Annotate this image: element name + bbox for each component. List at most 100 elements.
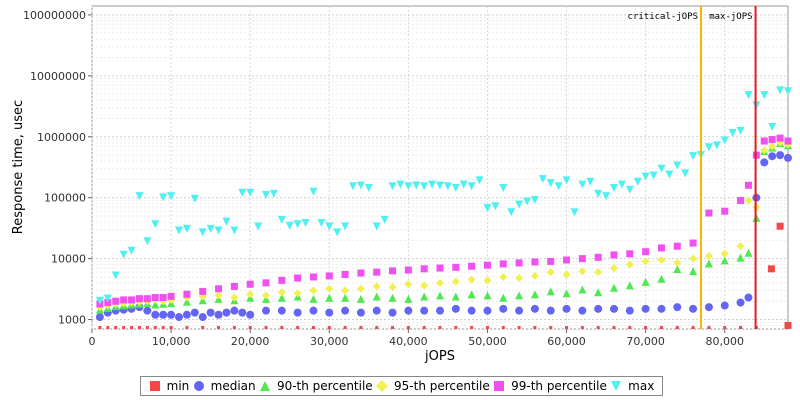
point-95-th-percentile	[246, 290, 255, 299]
series-max	[95, 86, 792, 305]
plot-area	[91, 5, 789, 330]
x-tick-label: 10,000	[152, 335, 191, 348]
point-min	[153, 326, 157, 330]
point-max	[420, 182, 429, 191]
series-99-th-percentile	[96, 134, 792, 308]
point-median	[594, 304, 603, 313]
point-max	[309, 187, 318, 196]
point-median	[159, 310, 168, 319]
point-median	[341, 306, 350, 315]
point-90-th-percentile	[720, 256, 729, 265]
point-95-th-percentile	[530, 271, 539, 280]
point-min	[723, 326, 727, 330]
point-max	[206, 224, 215, 233]
jops-markers: critical-jOPS max-jOPS	[628, 6, 757, 329]
point-99-th-percentile	[151, 294, 159, 302]
point-max	[95, 296, 104, 305]
point-median	[420, 306, 429, 315]
point-min	[485, 326, 489, 330]
point-max	[277, 215, 286, 224]
point-max	[103, 294, 112, 303]
point-median	[673, 303, 682, 312]
point-99-th-percentile	[120, 296, 128, 304]
point-median	[515, 306, 524, 315]
point-min	[517, 326, 521, 330]
point-max	[554, 182, 563, 191]
point-90-th-percentile	[736, 253, 745, 262]
point-max	[317, 218, 326, 227]
point-max	[293, 220, 302, 229]
point-99-th-percentile	[167, 292, 175, 300]
point-median	[262, 306, 270, 315]
point-max	[190, 194, 199, 203]
point-min	[375, 326, 379, 330]
point-median	[530, 304, 539, 313]
point-90-th-percentile	[625, 281, 634, 290]
point-median	[467, 306, 476, 315]
point-min	[612, 326, 616, 330]
point-min	[422, 326, 426, 330]
point-max	[712, 141, 721, 150]
point-median	[198, 313, 207, 322]
point-min	[391, 326, 395, 330]
point-95-th-percentile	[760, 146, 769, 155]
point-median	[760, 158, 769, 167]
point-max	[625, 185, 634, 194]
triangle-down-icon	[611, 381, 622, 391]
point-median	[175, 313, 183, 322]
legend-label: 95-th percentile	[394, 379, 490, 393]
point-99-th-percentile	[744, 181, 752, 189]
point-min	[454, 326, 458, 330]
point-max	[610, 183, 618, 192]
point-max	[570, 208, 579, 217]
point-min	[327, 326, 331, 330]
point-99-th-percentile	[246, 280, 254, 288]
point-max	[436, 181, 444, 190]
point-max	[356, 181, 365, 190]
point-90-th-percentile	[499, 293, 508, 302]
point-99-th-percentile	[784, 137, 792, 145]
point-median	[167, 310, 176, 319]
point-99-th-percentile	[294, 274, 302, 282]
point-95-th-percentile	[420, 281, 429, 290]
point-90-th-percentile	[151, 300, 160, 309]
point-max	[372, 222, 381, 231]
point-90-th-percentile	[467, 290, 476, 299]
point-95-th-percentile	[372, 282, 381, 291]
point-max	[546, 179, 555, 188]
point-max	[341, 222, 350, 231]
point-max	[760, 91, 769, 100]
point-95-th-percentile	[720, 249, 729, 258]
point-max	[364, 183, 373, 192]
y-tick-label: 100000	[44, 192, 86, 205]
point-max	[586, 177, 595, 186]
point-90-th-percentile	[309, 294, 318, 303]
point-max	[459, 180, 468, 189]
point-max	[380, 215, 389, 224]
point-99-th-percentile	[278, 276, 286, 284]
point-max	[443, 182, 452, 191]
point-95-th-percentile	[293, 289, 302, 298]
point-median	[436, 306, 444, 315]
y-tick-label: 1000000	[37, 131, 86, 144]
point-median	[388, 308, 397, 317]
point-min	[644, 326, 648, 330]
point-99-th-percentile	[610, 251, 618, 259]
point-99-th-percentile	[341, 270, 349, 278]
point-median	[356, 308, 365, 317]
point-99-th-percentile	[389, 267, 397, 275]
point-95-th-percentile	[404, 280, 413, 289]
point-median	[744, 293, 753, 302]
point-min	[280, 326, 284, 330]
point-max	[119, 250, 128, 259]
point-99-th-percentile	[760, 137, 768, 145]
legend-label: median	[210, 379, 256, 393]
point-99-th-percentile	[626, 250, 634, 258]
point-95-th-percentile	[736, 242, 745, 251]
point-90-th-percentile	[451, 292, 460, 301]
point-90-th-percentile	[610, 283, 618, 292]
point-95-th-percentile	[657, 255, 666, 264]
point-90-th-percentile	[689, 267, 698, 276]
point-max	[151, 220, 160, 229]
